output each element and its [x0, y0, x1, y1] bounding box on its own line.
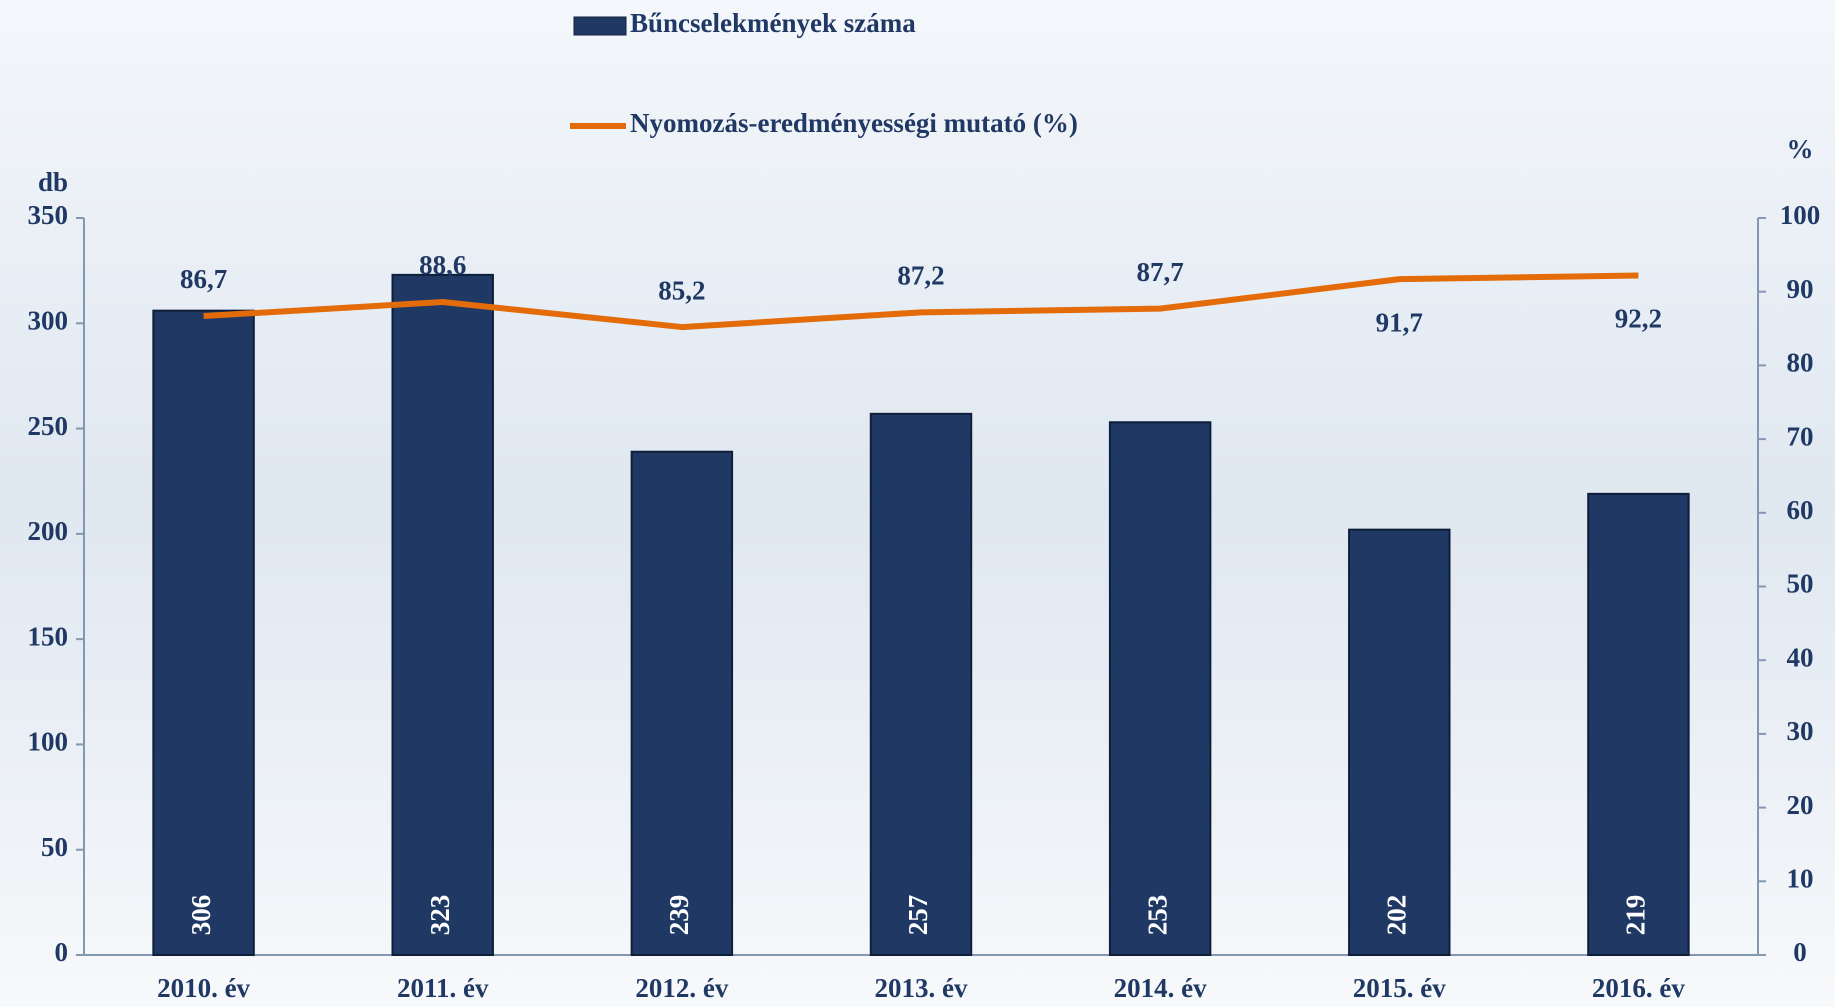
y-tick-label: 350	[28, 200, 69, 230]
bar	[392, 275, 492, 955]
line-value-label: 86,7	[180, 264, 227, 294]
bar-value-label: 202	[1381, 895, 1411, 936]
y2-tick-label: 60	[1787, 495, 1814, 525]
y2-tick-label: 90	[1787, 274, 1814, 304]
x-tick-label: 2014. év	[1114, 973, 1207, 1003]
y-tick-label: 0	[55, 937, 69, 967]
y2-tick-label: 80	[1787, 348, 1814, 378]
chart: db % 0 50 100 150 200 250 300 350 0 10 20 30 40 50 60 7…	[0, 0, 1835, 1007]
line-value-label: 92,2	[1615, 304, 1662, 334]
bar	[632, 452, 732, 955]
bar	[1349, 530, 1449, 955]
legend-label: Bűncselekmények száma	[630, 8, 916, 38]
y2-tick-label: 0	[1793, 937, 1807, 967]
bar-value-label: 239	[664, 895, 694, 936]
bar-value-label: 257	[903, 895, 933, 936]
x-tick-label: 2011. év	[397, 973, 489, 1003]
y2-tick-label: 30	[1787, 716, 1814, 746]
bar	[153, 311, 253, 955]
line-value-label: 88,6	[419, 250, 466, 280]
x-tick-label: 2016. év	[1592, 973, 1685, 1003]
y-tick-label: 150	[28, 621, 69, 651]
y-tick-label: 200	[28, 516, 69, 546]
bar-value-label: 253	[1142, 895, 1172, 936]
y-tick-label: 100	[28, 727, 69, 757]
bar-value-label: 306	[186, 895, 216, 936]
x-tick-label: 2010. év	[157, 973, 250, 1003]
x-tick-label: 2015. év	[1353, 973, 1446, 1003]
bar	[1588, 494, 1688, 955]
line-value-label: 87,7	[1137, 257, 1184, 287]
y2-tick-label: 20	[1787, 790, 1814, 820]
y-tick-label: 300	[28, 305, 69, 335]
y2-tick-label: 70	[1787, 421, 1814, 451]
line-value-label: 85,2	[658, 275, 705, 305]
y-axis-title: db	[38, 167, 68, 197]
y2-tick-label: 10	[1787, 864, 1814, 894]
line-value-label: 91,7	[1376, 307, 1423, 337]
y-tick-label: 50	[41, 832, 68, 862]
y2-tick-label: 100	[1780, 200, 1821, 230]
legend-label: Nyomozás-eredményességi mutató (%)	[630, 108, 1078, 138]
y2-tick-label: 40	[1787, 642, 1814, 672]
x-tick-label: 2013. év	[875, 973, 968, 1003]
bar-value-label: 219	[1621, 895, 1651, 936]
line-value-label: 87,2	[897, 261, 944, 291]
bar	[871, 414, 971, 955]
y2-axis-title: %	[1787, 134, 1814, 164]
y2-tick-label: 50	[1787, 569, 1814, 599]
y-tick-label: 250	[28, 411, 69, 441]
bar-value-label: 323	[425, 895, 455, 936]
legend-swatch	[574, 17, 626, 35]
bar	[1110, 422, 1210, 955]
x-tick-label: 2012. év	[635, 973, 728, 1003]
